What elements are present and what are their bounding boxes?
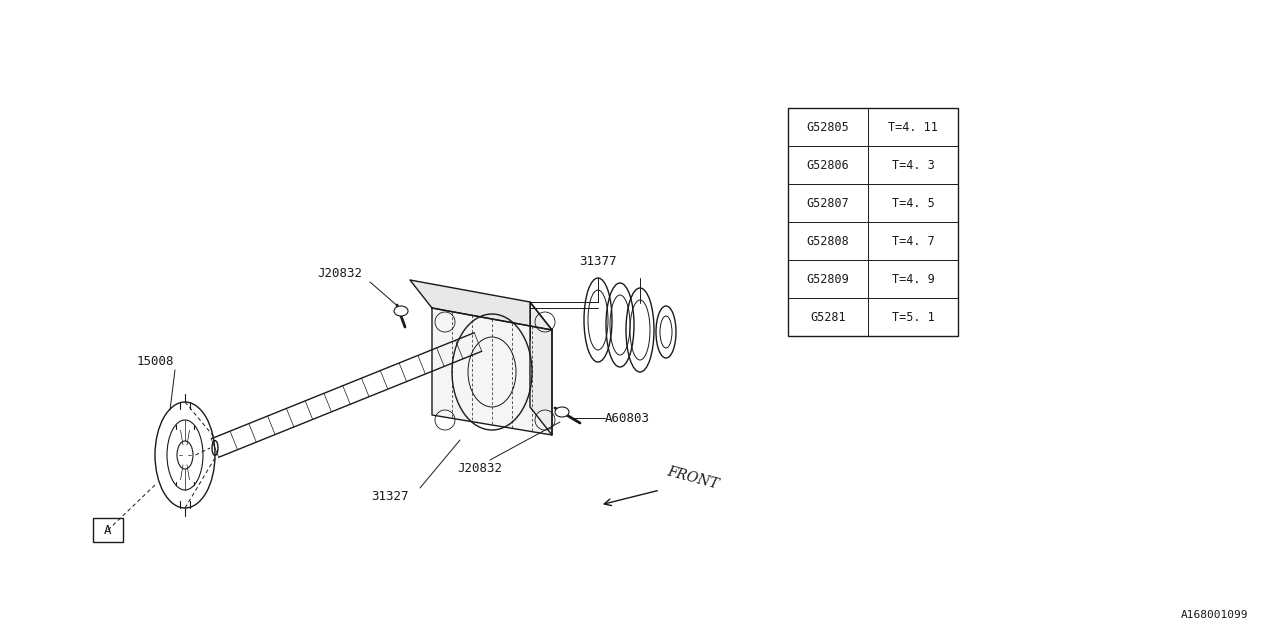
Ellipse shape xyxy=(394,306,408,316)
Text: G52808: G52808 xyxy=(806,234,850,248)
Text: G52806: G52806 xyxy=(806,159,850,172)
Text: G52805: G52805 xyxy=(806,120,850,134)
Text: G52807: G52807 xyxy=(806,196,850,209)
Text: T=4. 11: T=4. 11 xyxy=(888,120,938,134)
Text: T=4. 9: T=4. 9 xyxy=(892,273,934,285)
Text: G5281: G5281 xyxy=(810,310,846,323)
Text: A60803: A60803 xyxy=(605,412,650,424)
Bar xyxy=(93,518,123,542)
Text: T=5. 1: T=5. 1 xyxy=(892,310,934,323)
Polygon shape xyxy=(530,302,552,435)
Ellipse shape xyxy=(556,407,570,417)
Text: J20832: J20832 xyxy=(457,462,503,475)
Text: 31377: 31377 xyxy=(580,255,617,268)
Text: T=4. 7: T=4. 7 xyxy=(892,234,934,248)
Text: 15008: 15008 xyxy=(136,355,174,368)
Text: FRONT: FRONT xyxy=(666,465,719,492)
Bar xyxy=(788,108,957,336)
Text: 31327: 31327 xyxy=(371,490,408,503)
Text: A: A xyxy=(104,524,111,536)
Polygon shape xyxy=(433,308,552,435)
Text: T=4. 3: T=4. 3 xyxy=(892,159,934,172)
Text: T=4. 5: T=4. 5 xyxy=(892,196,934,209)
Text: J20832: J20832 xyxy=(317,267,362,280)
Text: G52809: G52809 xyxy=(806,273,850,285)
Polygon shape xyxy=(410,280,552,330)
Text: A168001099: A168001099 xyxy=(1180,610,1248,620)
